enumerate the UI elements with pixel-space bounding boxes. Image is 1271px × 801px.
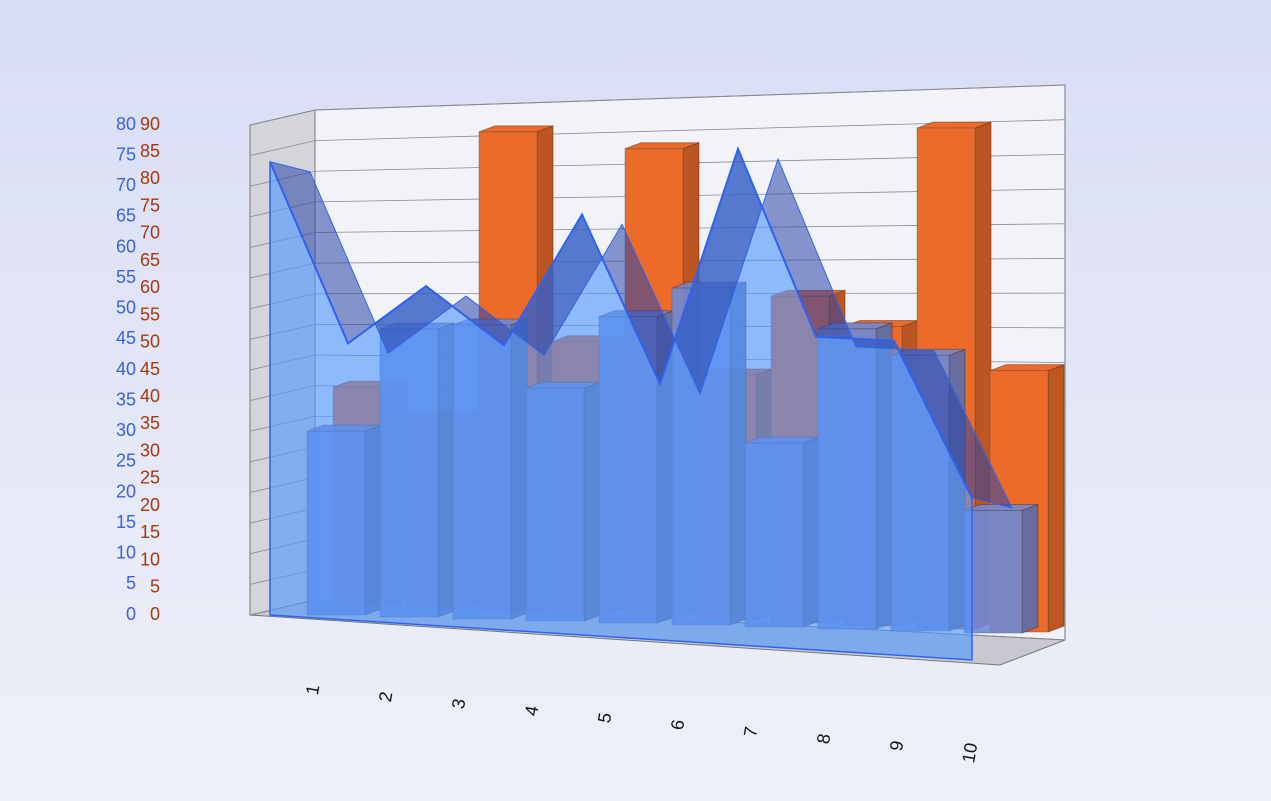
y2-tick-label: 15 xyxy=(140,522,160,542)
y-tick-label: 25 xyxy=(116,451,136,471)
y2-tick-label: 20 xyxy=(140,495,160,515)
y2-tick-label: 30 xyxy=(140,440,160,460)
y-tick-label: 15 xyxy=(116,512,136,532)
x-tick-label: 1 xyxy=(302,683,323,696)
y-tick-label: 10 xyxy=(116,543,136,563)
y2-tick-label: 35 xyxy=(140,413,160,433)
y-tick-label: 70 xyxy=(116,175,136,195)
grid-line xyxy=(249,140,316,157)
area-line xyxy=(269,146,973,499)
y-tick-label: 5 xyxy=(126,573,136,593)
y-tick-label: 45 xyxy=(116,328,136,348)
x-tick-label: 3 xyxy=(448,697,469,710)
bar-back-side xyxy=(1047,363,1065,633)
y2-tick-label: 45 xyxy=(140,359,160,379)
x-tick-label: 8 xyxy=(813,732,834,745)
x-tick-label: 2 xyxy=(375,690,396,703)
y-tick-label: 60 xyxy=(116,236,136,256)
bar-front xyxy=(963,510,1023,634)
y2-tick-label: 10 xyxy=(140,549,160,569)
y2-tick-label: 85 xyxy=(140,141,160,161)
y2-tick-label: 75 xyxy=(140,195,160,215)
y2-tick-label: 65 xyxy=(140,250,160,270)
x-tick-label: 9 xyxy=(886,739,907,752)
x-tick-label: 7 xyxy=(740,725,761,738)
y-tick-label: 50 xyxy=(116,298,136,318)
y2-tick-label: 90 xyxy=(140,114,160,134)
y-tick-label: 65 xyxy=(116,206,136,226)
x-tick-label: 6 xyxy=(667,718,688,731)
y2-tick-label: 25 xyxy=(140,468,160,488)
y2-tick-label: 60 xyxy=(140,277,160,297)
grid-line xyxy=(249,109,316,126)
y-tick-label: 80 xyxy=(116,114,136,134)
bar-front-side xyxy=(1021,503,1039,634)
y2-tick-label: 55 xyxy=(140,304,160,324)
y2-tick-label: 5 xyxy=(150,577,160,597)
y-tick-label: 35 xyxy=(116,389,136,409)
x-tick-label: 5 xyxy=(594,711,615,724)
y2-tick-label: 70 xyxy=(140,223,160,243)
y2-tick-label: 80 xyxy=(140,168,160,188)
y-tick-label: 40 xyxy=(116,359,136,379)
y-tick-label: 55 xyxy=(116,267,136,287)
y-tick-label: 0 xyxy=(126,604,136,624)
y2-tick-label: 0 xyxy=(150,604,160,624)
y2-tick-label: 40 xyxy=(140,386,160,406)
x-tick-label: 10 xyxy=(958,741,981,764)
y-tick-label: 20 xyxy=(116,481,136,501)
y-tick-label: 30 xyxy=(116,420,136,440)
grid-line xyxy=(314,84,1066,111)
x-tick-label: 4 xyxy=(521,704,542,717)
y-tick-label: 75 xyxy=(116,144,136,164)
y2-tick-label: 50 xyxy=(140,332,160,352)
